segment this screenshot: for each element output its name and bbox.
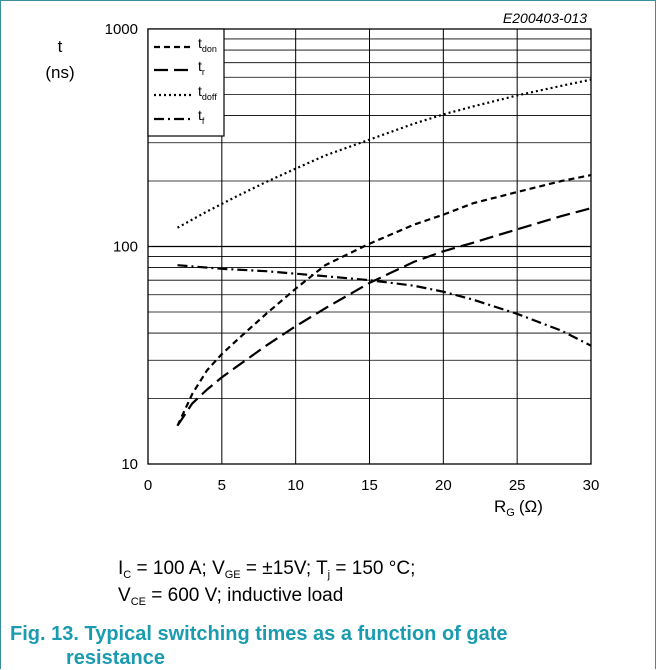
x-axis-label: RG (Ω) — [494, 497, 543, 519]
series-line-t-don — [176, 174, 592, 427]
x-axis-unit: (Ω) — [519, 497, 543, 516]
legend-label-sub: doff — [202, 92, 217, 102]
chart-grid — [148, 29, 591, 464]
y-tick-label: 1000 — [105, 21, 138, 38]
legend-label-main: t — [198, 107, 202, 123]
legend-label-t-r: tr — [198, 58, 205, 77]
tj-value: = 150 °C; — [330, 558, 416, 579]
x-tick-label: 10 — [287, 477, 304, 494]
legend-label-sub: don — [202, 44, 217, 54]
series-line-t-f — [177, 264, 592, 347]
vge-value: = ±15V; — [240, 558, 317, 579]
x-tick-label: 15 — [361, 477, 378, 494]
x-tick-label: 30 — [583, 477, 600, 494]
legend-label-main: t — [198, 83, 202, 99]
ic-value: = 100 A; — [131, 558, 213, 579]
legend-label-t-doff: tdoff — [198, 83, 217, 102]
x-tick-label: 20 — [435, 477, 452, 494]
chart: 0 5 10 15 20 25 30 10 100 1000 E200403-013 t (ns)… — [45, 10, 600, 519]
caption-line-2: resistance — [66, 647, 165, 669]
ic-symbol: I — [118, 558, 124, 579]
x-tick-label: 5 — [218, 477, 226, 494]
y-tick-label: 10 — [121, 456, 138, 473]
figure-caption: Fig. 13. Typical switching times as a fu… — [10, 622, 570, 670]
x-tick-label: 0 — [144, 477, 152, 494]
tj-symbol: T — [316, 558, 328, 579]
legend-label-main: t — [198, 58, 202, 74]
legend-label-main: t — [198, 35, 202, 51]
y-axis-label: t — [58, 37, 63, 56]
series-line-t-r — [176, 207, 592, 427]
x-axis-label-main: R — [494, 497, 506, 516]
legend-label-sub: r — [202, 67, 205, 77]
legend-label-t-don: tdon — [198, 35, 217, 54]
x-tick-label: 25 — [509, 477, 526, 494]
legend-label-sub: f — [202, 116, 205, 126]
vce-symbol: V — [118, 585, 131, 606]
caption-line-1: Fig. 13. Typical switching times as a fu… — [10, 623, 508, 645]
tick-labels: 0 5 10 15 20 25 30 10 100 1000 — [105, 21, 600, 494]
conditions-line-1: IC = 100 A; VGE = ±15V; Tj = 150 °C; — [118, 557, 415, 587]
ic-subscript: C — [123, 569, 132, 581]
series-line-t-doff — [176, 78, 592, 229]
figure-id: E200403-013 — [503, 10, 587, 26]
series-layer — [176, 78, 592, 427]
tj-subscript: j — [327, 569, 331, 581]
vge-symbol: V — [212, 558, 225, 579]
x-axis-label-sub: G — [506, 507, 515, 519]
vce-subscript: CE — [130, 596, 146, 608]
vge-subscript: GE — [224, 569, 241, 581]
y-tick-label: 100 — [113, 239, 138, 256]
vce-value: = 600 V; inductive load — [145, 585, 344, 606]
conditions-line-2: VCE = 600 V; inductive load — [118, 584, 343, 614]
legend-label-t-f: tf — [198, 107, 205, 126]
plot-border — [147, 28, 592, 465]
y-axis-unit: (ns) — [45, 63, 74, 82]
